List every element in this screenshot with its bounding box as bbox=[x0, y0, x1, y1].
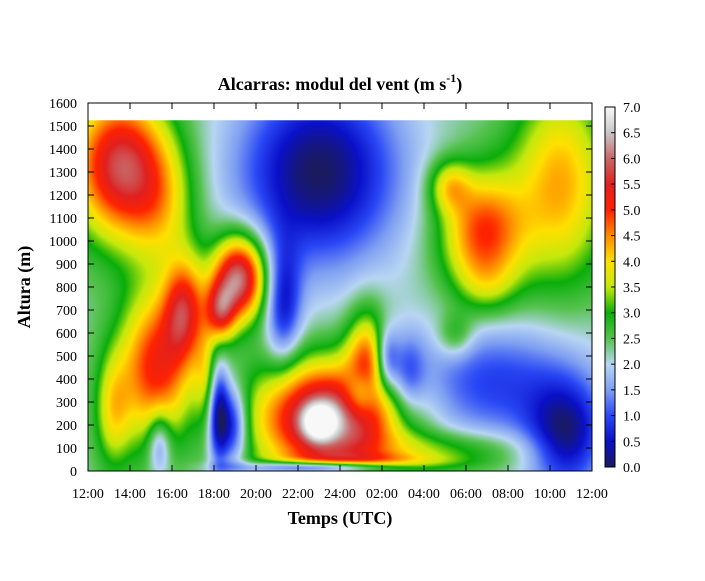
x-tick-label: 14:00 bbox=[114, 487, 146, 502]
colorbar-tick-label: 1.0 bbox=[623, 410, 641, 425]
y-tick-label: 400 bbox=[56, 373, 77, 388]
colorbar-tick-label: 4.5 bbox=[623, 230, 641, 245]
x-tick-label: 08:00 bbox=[492, 487, 524, 502]
colorbar-tick-label: 0.0 bbox=[623, 461, 641, 476]
x-tick-label: 22:00 bbox=[282, 487, 314, 502]
y-axis-label: Altura (m) bbox=[14, 246, 35, 328]
y-tick-label: 0 bbox=[70, 465, 77, 480]
colorbar-tick-label: 7.0 bbox=[623, 101, 641, 116]
y-tick-label: 800 bbox=[56, 281, 77, 296]
axes: 12:00 14:00 16:00 18:00 20:00 22:00 24:00 02:00… bbox=[49, 97, 608, 502]
colorbar-tick-label: 3.5 bbox=[623, 281, 641, 296]
x-tick-label: 12:00 bbox=[72, 487, 104, 502]
colorbar-tick-label: 0.5 bbox=[623, 435, 641, 450]
colorbar-tick-label: 2.5 bbox=[623, 332, 641, 347]
y-tick-label: 600 bbox=[56, 327, 77, 342]
x-tick-label: 16:00 bbox=[156, 487, 188, 502]
colorbar-tick-label: 2.0 bbox=[623, 358, 641, 373]
y-tick-label: 1200 bbox=[49, 189, 77, 204]
x-tick-label: 18:00 bbox=[198, 487, 230, 502]
x-axis-label: Temps (UTC) bbox=[288, 508, 393, 529]
colorbar-tick-label: 5.5 bbox=[623, 178, 641, 193]
x-tick-label: 06:00 bbox=[450, 487, 482, 502]
y-tick-label: 1100 bbox=[50, 212, 77, 227]
x-tick-label: 04:00 bbox=[408, 487, 440, 502]
plot-area bbox=[88, 120, 592, 471]
colorbar-tick-label: 1.5 bbox=[623, 384, 641, 399]
y-tick-label: 900 bbox=[56, 258, 77, 273]
chart-title: Alcarras: modul del vent (m s-1) bbox=[218, 71, 462, 95]
heatmap-cells bbox=[88, 120, 592, 471]
x-tick-label: 02:00 bbox=[366, 487, 398, 502]
y-tick-label: 1300 bbox=[49, 166, 77, 181]
colorbar-tick-label: 4.0 bbox=[623, 255, 641, 270]
x-tick-label: 20:00 bbox=[240, 487, 272, 502]
colorbar: 0.0 0.5 1.0 1.5 2.0 2.5 3.0 3.5 4.0 4.5 5.0 5.5 6.0 6… bbox=[604, 101, 641, 476]
y-tick-label: 200 bbox=[56, 419, 77, 434]
colorbar-tick-label: 6.0 bbox=[623, 152, 641, 167]
y-tick-label: 100 bbox=[56, 442, 77, 457]
x-tick-label: 12:00 bbox=[576, 487, 608, 502]
y-tick-label: 1000 bbox=[49, 235, 77, 250]
colorbar-tick-label: 6.5 bbox=[623, 127, 641, 142]
y-tick-label: 500 bbox=[56, 350, 77, 365]
y-tick-label: 700 bbox=[56, 304, 77, 319]
colorbar-tick-label: 3.0 bbox=[623, 307, 641, 322]
x-tick-label: 10:00 bbox=[534, 487, 566, 502]
y-tick-label: 300 bbox=[56, 396, 77, 411]
x-tick-label: 24:00 bbox=[324, 487, 356, 502]
y-tick-label: 1400 bbox=[49, 143, 77, 158]
y-tick-label: 1500 bbox=[49, 120, 77, 135]
y-tick-label: 1600 bbox=[49, 97, 77, 112]
colorbar-tick-label: 5.0 bbox=[623, 204, 641, 219]
